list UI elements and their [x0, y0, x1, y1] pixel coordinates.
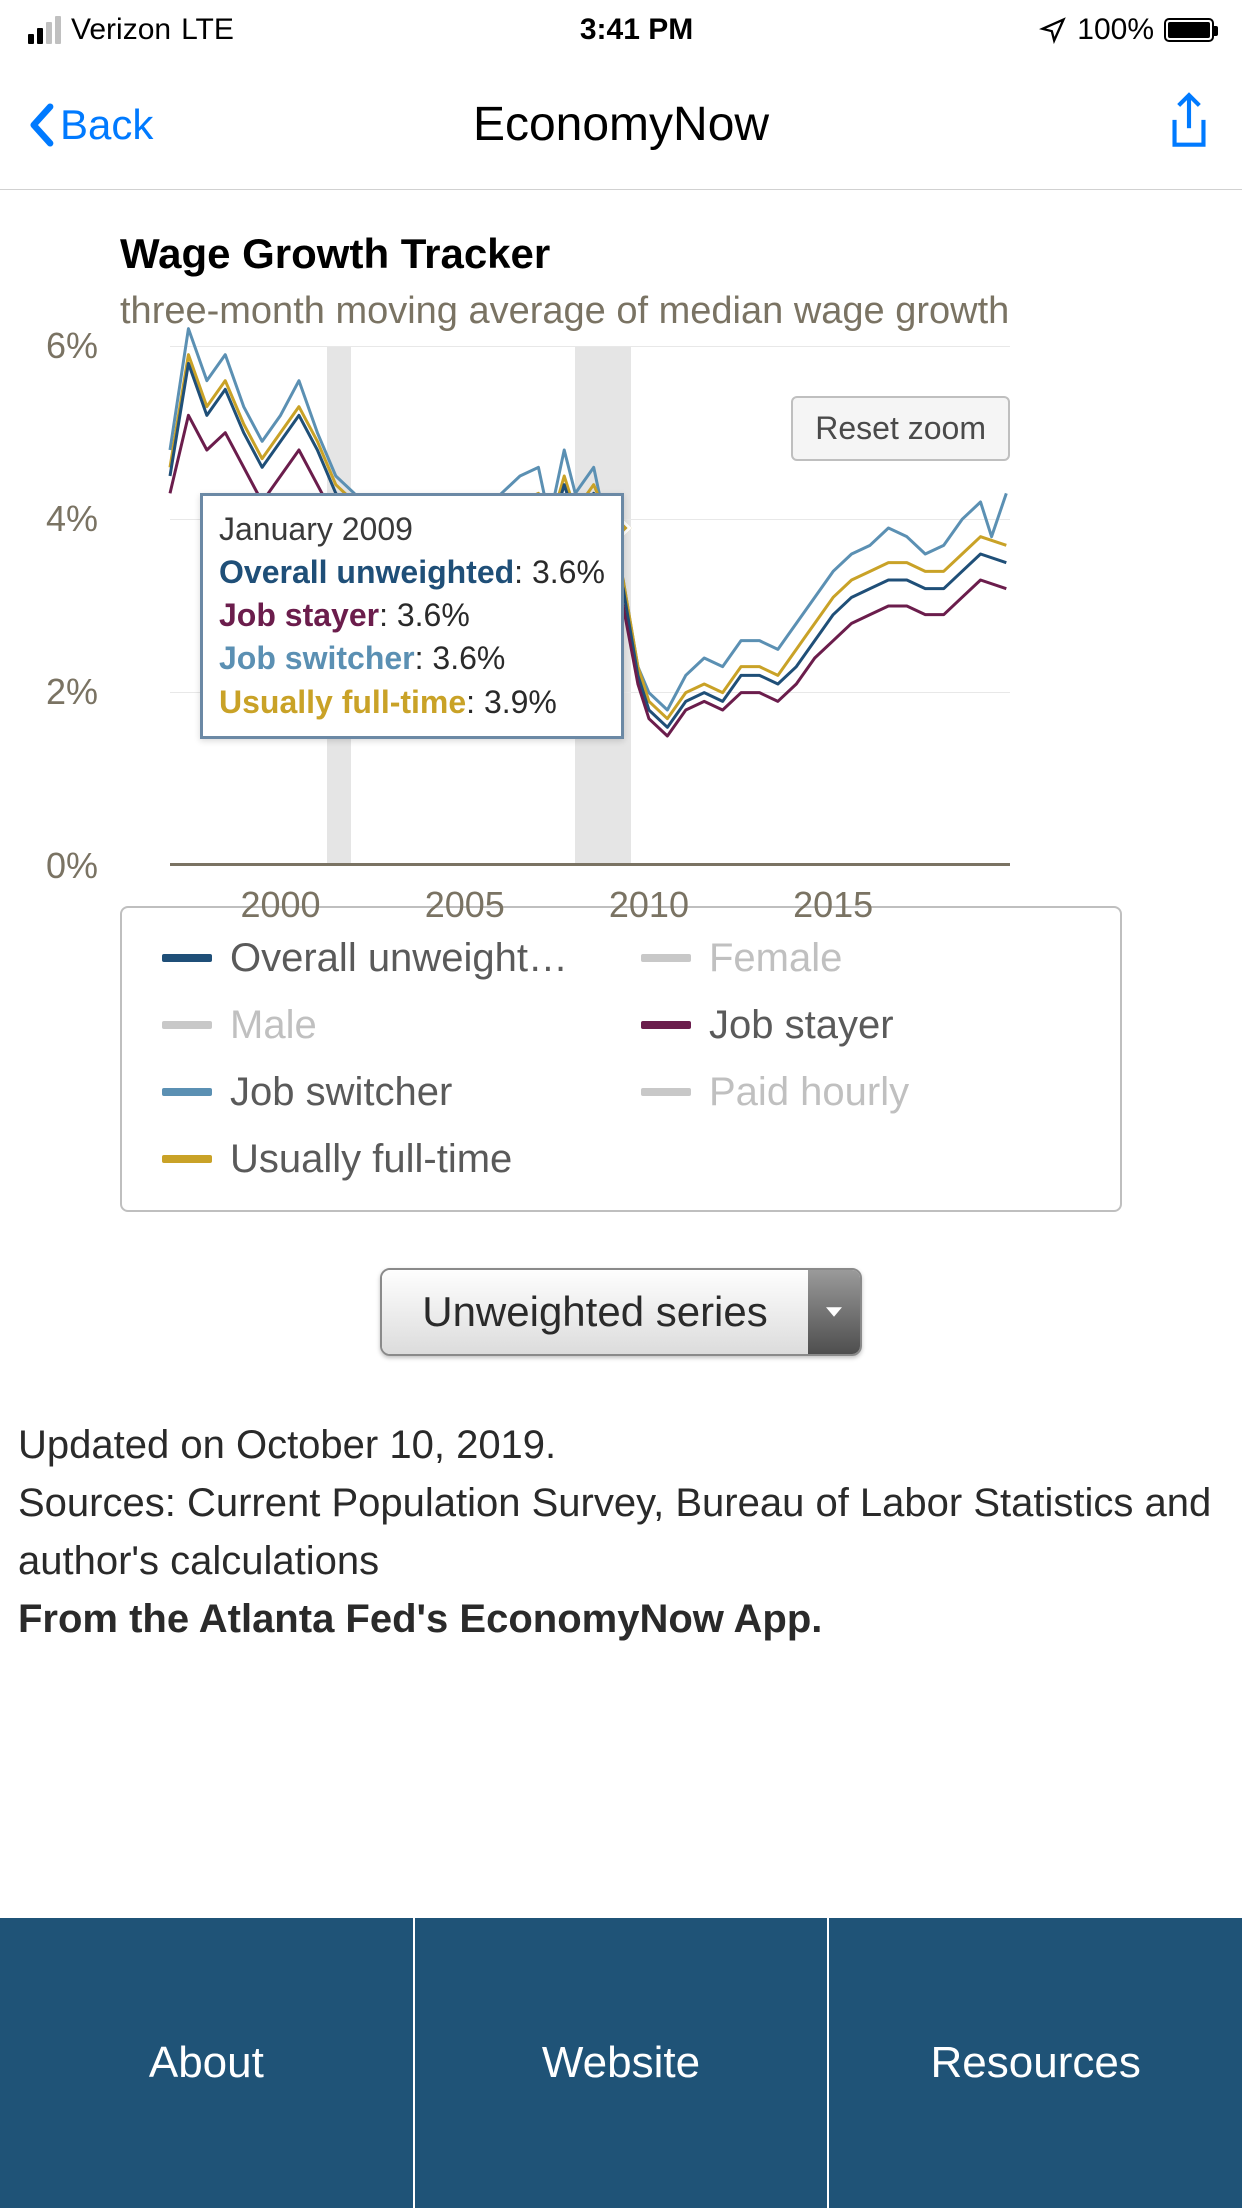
chart-area[interactable]: Reset zoom 2000200520102015January 2009O…	[0, 346, 1242, 866]
y-tick-label: 0%	[28, 845, 98, 887]
chart-subtitle: three-month moving average of median wag…	[120, 288, 1122, 336]
tab-about[interactable]: About	[0, 1918, 415, 2208]
legend-swatch-icon	[641, 1088, 691, 1096]
legend-swatch-icon	[162, 954, 212, 962]
legend-item-male[interactable]: Male	[162, 1003, 601, 1048]
nav-title: EconomyNow	[473, 97, 769, 152]
legend-swatch-icon	[641, 1021, 691, 1029]
chart-header: Wage Growth Tracker three-month moving a…	[0, 230, 1242, 336]
share-icon	[1164, 91, 1214, 153]
legend-item-female[interactable]: Female	[641, 936, 1080, 981]
legend-item-hourly[interactable]: Paid hourly	[641, 1070, 1080, 1115]
back-label: Back	[60, 101, 153, 149]
attribution-text: From the Atlanta Fed's EconomyNow App.	[18, 1590, 1224, 1648]
legend-label: Job stayer	[709, 1003, 894, 1048]
battery-pct: 100%	[1077, 13, 1154, 47]
updated-text: Updated on October 10, 2019.	[18, 1416, 1224, 1474]
legend-item-fulltime[interactable]: Usually full-time	[162, 1137, 601, 1182]
status-time: 3:41 PM	[580, 13, 693, 47]
series-dropdown-wrap: Unweighted series	[0, 1268, 1242, 1356]
y-tick-label: 2%	[28, 671, 98, 713]
chevron-left-icon	[28, 103, 54, 147]
tooltip-row: Usually full-time: 3.9%	[219, 681, 605, 724]
status-left: Verizon LTE	[28, 13, 234, 47]
status-bar: Verizon LTE 3:41 PM 100%	[0, 0, 1242, 60]
tooltip-row: Job switcher: 3.6%	[219, 637, 605, 680]
y-tick-label: 4%	[28, 498, 98, 540]
legend-label: Paid hourly	[709, 1070, 909, 1115]
share-button[interactable]	[1164, 91, 1214, 158]
chart-tooltip: January 2009Overall unweighted: 3.6%Job …	[200, 493, 624, 739]
legend-label: Usually full-time	[230, 1137, 512, 1182]
legend-label: Overall unweight…	[230, 936, 568, 981]
legend-swatch-icon	[162, 1088, 212, 1096]
nav-bar: Back EconomyNow	[0, 60, 1242, 190]
y-tick-label: 6%	[28, 325, 98, 367]
status-right: 100%	[1039, 13, 1214, 47]
legend-label: Job switcher	[230, 1070, 452, 1115]
signal-icon	[28, 16, 61, 44]
content-area: Wage Growth Tracker three-month moving a…	[0, 190, 1242, 1648]
series-dropdown[interactable]: Unweighted series	[380, 1268, 862, 1356]
network-label: LTE	[181, 13, 234, 47]
legend-swatch-icon	[162, 1021, 212, 1029]
dropdown-caret-icon	[808, 1270, 860, 1354]
x-tick-label: 2005	[425, 884, 505, 926]
chart-title: Wage Growth Tracker	[120, 230, 1122, 278]
sources-text: Sources: Current Population Survey, Bure…	[18, 1474, 1224, 1590]
dropdown-selected: Unweighted series	[382, 1270, 808, 1354]
x-tick-label: 2000	[240, 884, 320, 926]
carrier-label: Verizon	[71, 13, 171, 47]
legend-label: Male	[230, 1003, 317, 1048]
x-tick-label: 2010	[609, 884, 689, 926]
bottom-tab-bar: About Website Resources	[0, 1918, 1242, 2208]
tooltip-date: January 2009	[219, 508, 605, 551]
chart-meta: Updated on October 10, 2019. Sources: Cu…	[0, 1356, 1242, 1648]
tooltip-row: Job stayer: 3.6%	[219, 594, 605, 637]
back-button[interactable]: Back	[28, 101, 153, 149]
battery-icon	[1164, 18, 1214, 42]
chart-legend: Overall unweight… Female Male Job stayer Job…	[120, 906, 1122, 1212]
tab-website[interactable]: Website	[415, 1918, 830, 2208]
chart-plot[interactable]: Reset zoom 2000200520102015January 2009O…	[120, 346, 1010, 866]
legend-item-switcher[interactable]: Job switcher	[162, 1070, 601, 1115]
legend-swatch-icon	[641, 954, 691, 962]
legend-label: Female	[709, 936, 842, 981]
x-tick-label: 2015	[793, 884, 873, 926]
legend-swatch-icon	[162, 1155, 212, 1163]
tab-resources[interactable]: Resources	[829, 1918, 1242, 2208]
tooltip-row: Overall unweighted: 3.6%	[219, 551, 605, 594]
legend-item-stayer[interactable]: Job stayer	[641, 1003, 1080, 1048]
location-icon	[1039, 16, 1067, 44]
legend-item-overall[interactable]: Overall unweight…	[162, 936, 601, 981]
